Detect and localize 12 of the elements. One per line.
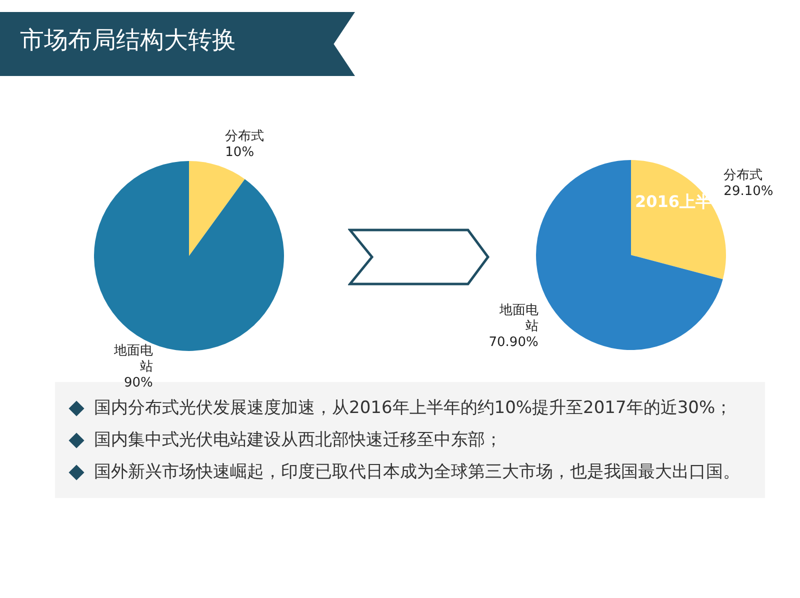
text: 国外新兴市场快速崛起，印度已取代日本成为全球第三大市场，也是我国最大出口国。 (94, 461, 740, 484)
text: 国内集中式光伏电站建设从西北部快速迁移至中东部； (94, 429, 502, 452)
data-label: 70.90% (488, 334, 538, 350)
slice-label: 分布式 (225, 129, 264, 144)
slice-label: 分布式 (724, 168, 763, 183)
text: 国内分布式光伏发展速度加速，从2016年上半年的约10%提升至2017年的近30%； (94, 397, 732, 420)
data-label: 10% (225, 145, 254, 160)
slice-label: 地面电站 (112, 344, 153, 375)
data-label: 29.10% (724, 184, 774, 199)
slice-label: 地面电站 (498, 302, 538, 334)
data-label: 90% (124, 376, 153, 391)
text: 市场布局结构大转换 (20, 25, 236, 56)
